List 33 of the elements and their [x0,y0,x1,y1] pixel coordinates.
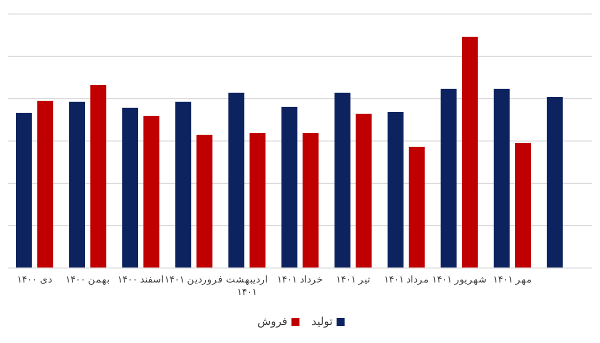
bar [334,92,350,268]
bar [16,112,32,268]
x-tick-label: شهریور ۱۴۰۱ [432,274,487,286]
bar [408,146,425,268]
legend-label: تولید [311,315,333,328]
bar [546,96,563,268]
bar [462,36,478,268]
x-tick-label: تیر ۱۴۰۱ [336,274,370,286]
bar [175,102,192,268]
bar [90,84,106,268]
bar [228,92,244,268]
bar [69,102,85,268]
bar [515,142,531,268]
x-tick-label: بهمن ۱۴۰۰ [65,274,110,286]
bar [143,116,160,268]
x-tick-label: مرداد ۱۴۰۱ [384,274,428,286]
x-tick-label: فروردین ۱۴۰۱ [164,274,224,286]
bar [250,133,266,268]
x-tick-label: اسفند ۱۴۰۰ [117,274,164,286]
legend-label: فروش [257,315,288,328]
bar [356,114,372,268]
bar [494,88,510,268]
x-tick-label: دی ۱۴۰۰ [17,274,52,286]
bar [388,112,404,268]
x-tick-label: مهر ۱۴۰۱ [493,274,532,286]
x-tick-label: اردیبهشت ۱۴۰۱ [226,274,268,298]
bar [281,106,298,268]
bar [37,100,54,268]
bar [196,134,212,268]
bar [302,133,319,268]
bar [440,88,457,268]
x-tick-label: خرداد ۱۴۰۱ [277,274,323,286]
bar [122,108,138,268]
